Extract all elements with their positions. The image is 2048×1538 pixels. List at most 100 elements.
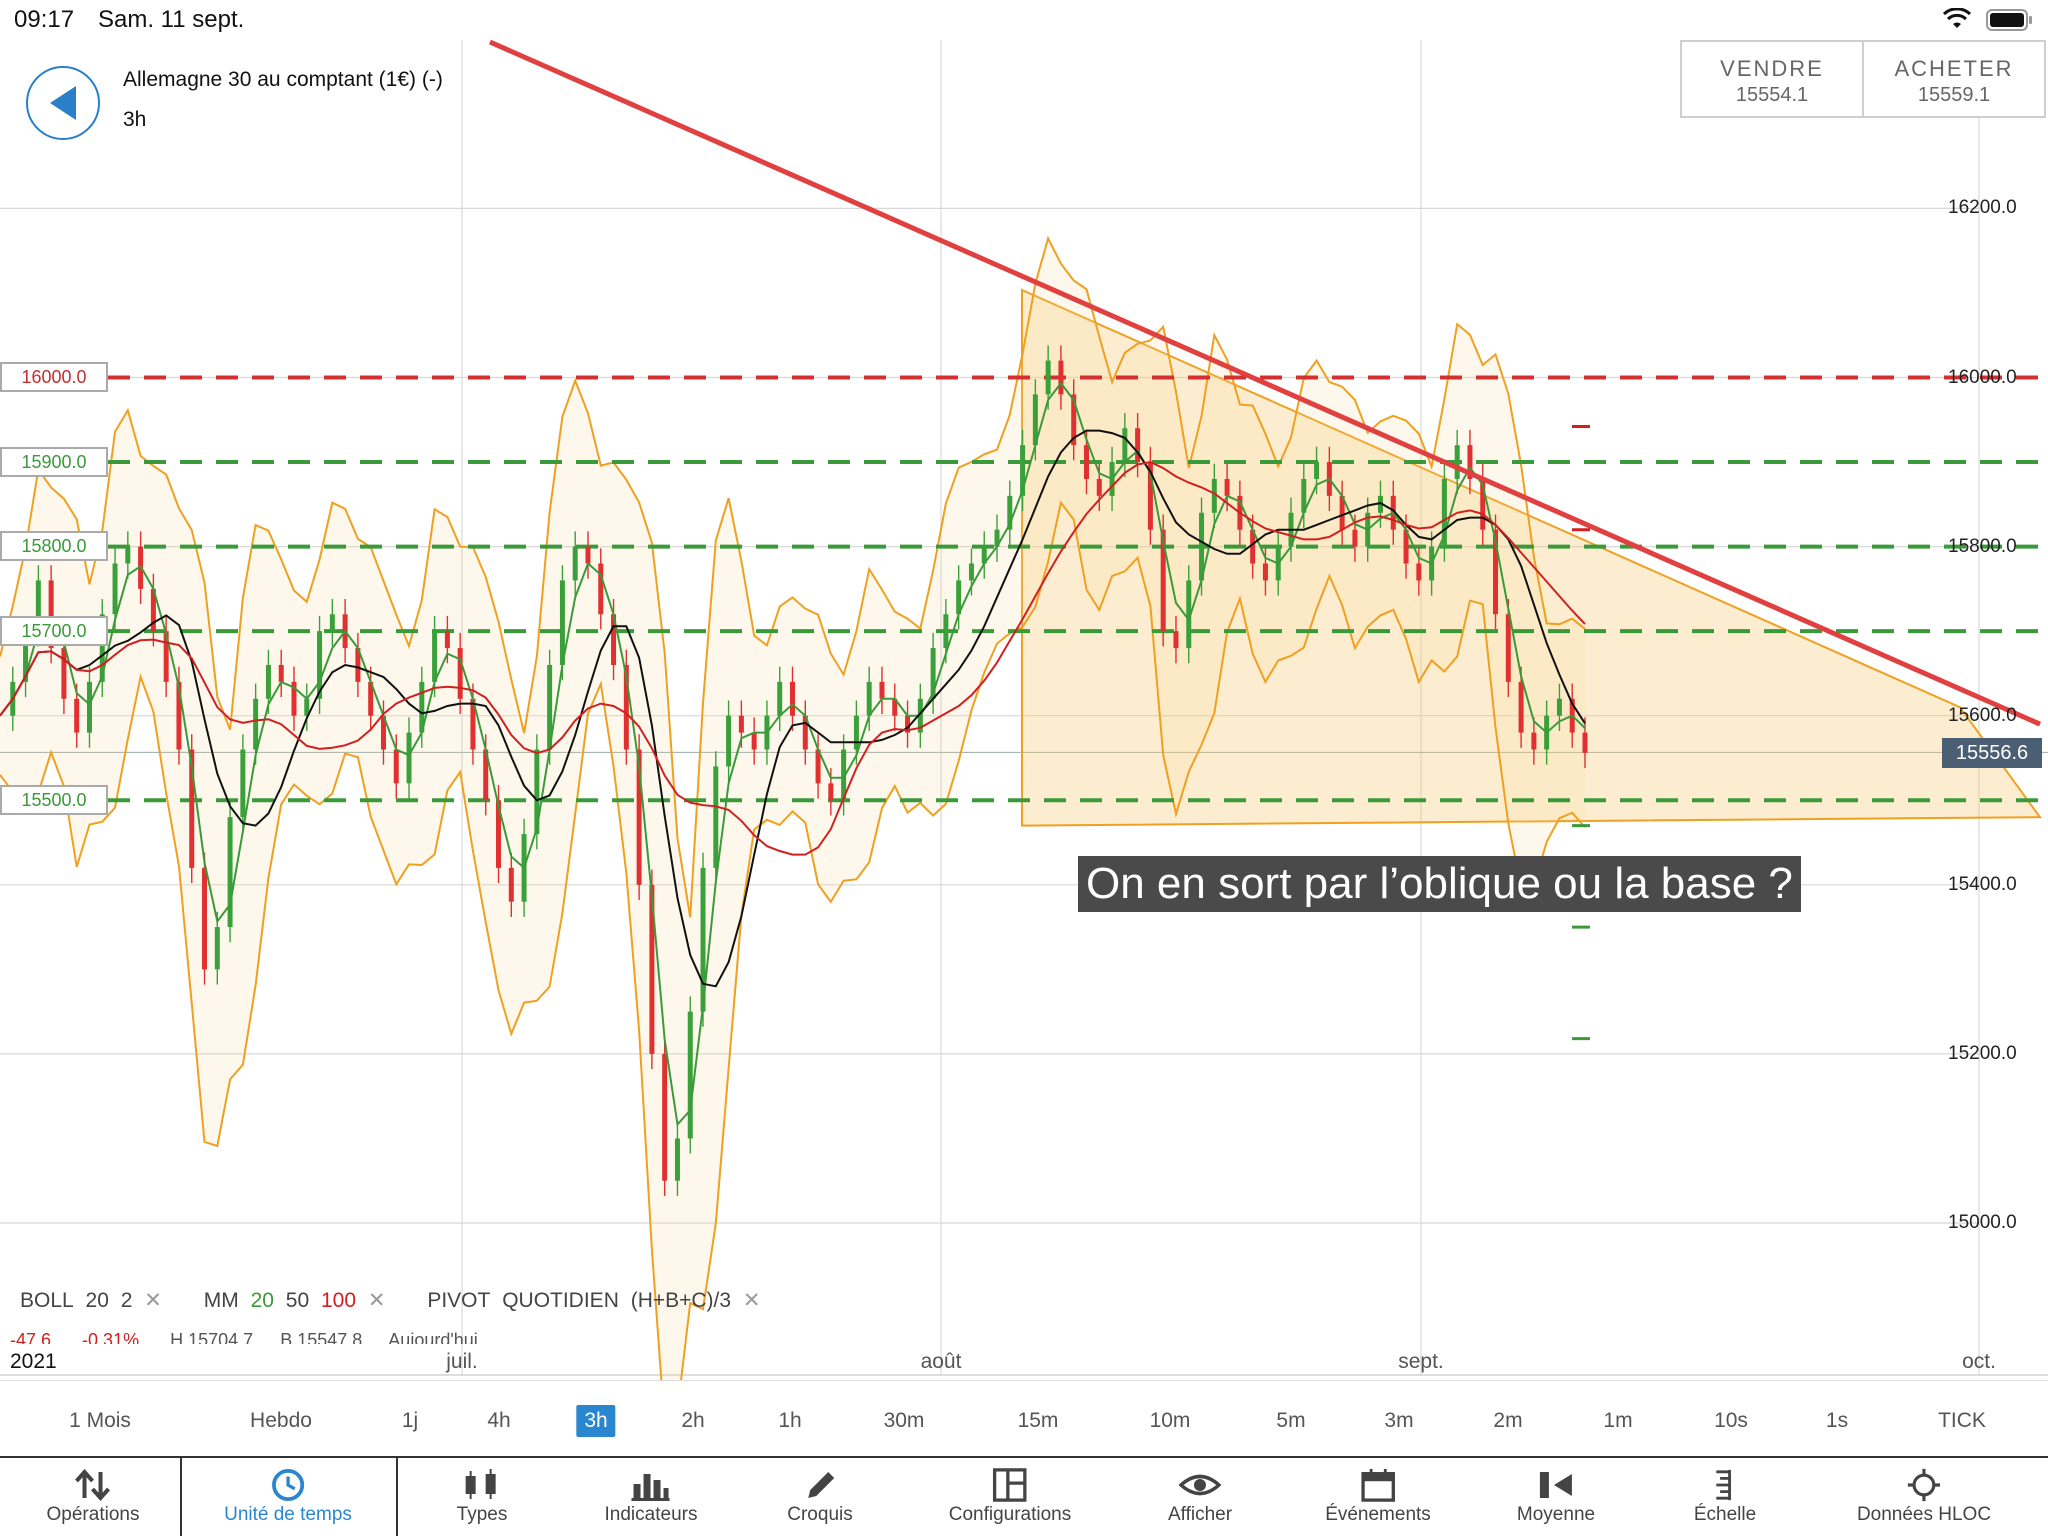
candle-body [1173, 631, 1179, 649]
candle-body [1480, 478, 1486, 530]
tf-1j[interactable]: 1j [401, 1409, 419, 1432]
tf-1h[interactable]: 1h [778, 1409, 802, 1432]
tab-afficher[interactable]: Afficher [1168, 1458, 1232, 1538]
indicator-legend: BOLL 20 2 ✕ MM 20 50 100 ✕ PIVOT QUOTIDI… [20, 1288, 797, 1313]
candle-body [547, 664, 553, 750]
tab-types[interactable]: Types [457, 1458, 507, 1538]
boll-label[interactable]: BOLL [20, 1289, 74, 1312]
tf-4h[interactable]: 4h [487, 1409, 511, 1432]
tab-label: Croquis [787, 1504, 853, 1525]
mm-label[interactable]: MM [203, 1289, 239, 1312]
candle-body [879, 681, 885, 699]
candle-body [943, 614, 949, 649]
candle-body [1556, 698, 1562, 716]
status-time: 09:17 [14, 6, 75, 33]
candle-body [1582, 732, 1588, 753]
candle-body [559, 580, 565, 665]
tf-5m[interactable]: 5m [1276, 1409, 1306, 1432]
tf-2h[interactable]: 2h [681, 1409, 705, 1432]
instrument-name[interactable]: Allemagne 30 au comptant (1€) (-) [123, 68, 443, 91]
candle-body [687, 1011, 693, 1139]
buy-button[interactable]: ACHETER 15559.1 [1862, 42, 2044, 116]
tab-operations[interactable]: Opérations [47, 1458, 139, 1538]
candle-body [1199, 512, 1205, 581]
y-tick-label: 15400.0 [1948, 874, 2017, 895]
tf-30m[interactable]: 30m [883, 1409, 925, 1432]
sell-button[interactable]: VENDRE 15554.1 [1682, 42, 1862, 116]
candle-body [508, 867, 514, 902]
candle-body [265, 664, 271, 699]
candle-body [1211, 478, 1217, 513]
tf-hebdo[interactable]: Hebdo [250, 1409, 312, 1432]
tab-echelle[interactable]: Échelle [1694, 1458, 1756, 1538]
tf-tick[interactable]: TICK [1938, 1409, 1986, 1432]
tab-label: Indicateurs [604, 1504, 698, 1525]
tf-3m[interactable]: 3m [1384, 1409, 1414, 1432]
y-tick-label: 16200.0 [1948, 197, 2017, 218]
candle-body [802, 715, 808, 750]
mm-50: 50 [285, 1289, 310, 1312]
x-tick-label: oct. [1962, 1350, 1996, 1373]
price-chart[interactable] [0, 0, 2048, 1380]
candle-body [930, 648, 936, 699]
tab-configurations[interactable]: Configurations [948, 1458, 1072, 1538]
candle-body [304, 698, 310, 716]
remove-pivot-icon[interactable]: ✕ [742, 1289, 761, 1312]
y-tick-label: 16000.0 [1948, 367, 2017, 388]
candle-body [419, 681, 425, 733]
y-tick-label: 15000.0 [1948, 1212, 2017, 1233]
tab-moyenne[interactable]: Moyenne [1517, 1458, 1595, 1538]
tab-label: Configurations [948, 1504, 1072, 1525]
candle-body [444, 631, 450, 649]
back-arrow-icon [50, 86, 76, 120]
day-high: H 15704.7 [170, 1330, 254, 1344]
tab-croquis[interactable]: Croquis [787, 1458, 853, 1538]
candle-body [240, 749, 246, 818]
change-value: -47.6 [10, 1330, 52, 1344]
candle-body [1352, 529, 1358, 547]
level-label-15700: 15700.0 [0, 616, 108, 646]
remove-mm-icon[interactable]: ✕ [367, 1289, 386, 1312]
tf-1s[interactable]: 1s [1825, 1409, 1849, 1432]
status-bar: 09:17 Sam. 11 sept. [0, 0, 2048, 40]
x-axis-year: 2021 [10, 1350, 57, 1373]
layout-icon [993, 1468, 1027, 1502]
annotation-text: On en sort par l’oblique ou la base ? [1078, 856, 1801, 912]
candle-body [1339, 495, 1345, 530]
current-timeframe: 3h [123, 108, 147, 131]
y-tick-label: 15600.0 [1948, 705, 2017, 726]
back-button[interactable] [26, 66, 100, 140]
change-percent: -0.31% [82, 1330, 140, 1344]
wifi-icon [1942, 8, 1972, 28]
candle-body [291, 681, 297, 716]
remove-boll-icon[interactable]: ✕ [144, 1289, 162, 1312]
candle-body [1160, 529, 1166, 632]
candle-body [355, 648, 361, 682]
day-low: B 15547.8 [280, 1330, 363, 1344]
clock-icon [271, 1468, 305, 1502]
candle-body [1058, 360, 1064, 395]
pivot-mode: QUOTIDIEN [502, 1289, 619, 1312]
candle-body [176, 681, 182, 750]
tf-1-mois[interactable]: 1 Mois [69, 1409, 131, 1432]
tab-label: Événements [1325, 1504, 1431, 1525]
candle-body [1135, 428, 1141, 463]
tab-evenements[interactable]: Événements [1325, 1458, 1431, 1538]
pivot-label[interactable]: PIVOT [427, 1289, 491, 1312]
tf-3h[interactable]: 3h [576, 1405, 616, 1437]
boll-dev: 2 [120, 1289, 133, 1312]
candle-body [611, 614, 617, 665]
tab-divider [180, 1456, 182, 1536]
calendar-icon [1361, 1468, 1395, 1502]
candle-body [751, 732, 757, 750]
tab-donnees-hloc[interactable]: Données HLOC [1857, 1458, 1991, 1538]
tf-1m[interactable]: 1m [1603, 1409, 1633, 1432]
ma-50-line [0, 429, 1586, 988]
tf-2m[interactable]: 2m [1493, 1409, 1523, 1432]
tab-unite-de-temps[interactable]: Unité de temps [224, 1458, 352, 1538]
tf-10s[interactable]: 10s [1714, 1409, 1748, 1432]
tf-10m[interactable]: 10m [1149, 1409, 1191, 1432]
candle-body [1505, 614, 1511, 682]
tab-indicateurs[interactable]: Indicateurs [604, 1458, 698, 1538]
tf-15m[interactable]: 15m [1017, 1409, 1059, 1432]
